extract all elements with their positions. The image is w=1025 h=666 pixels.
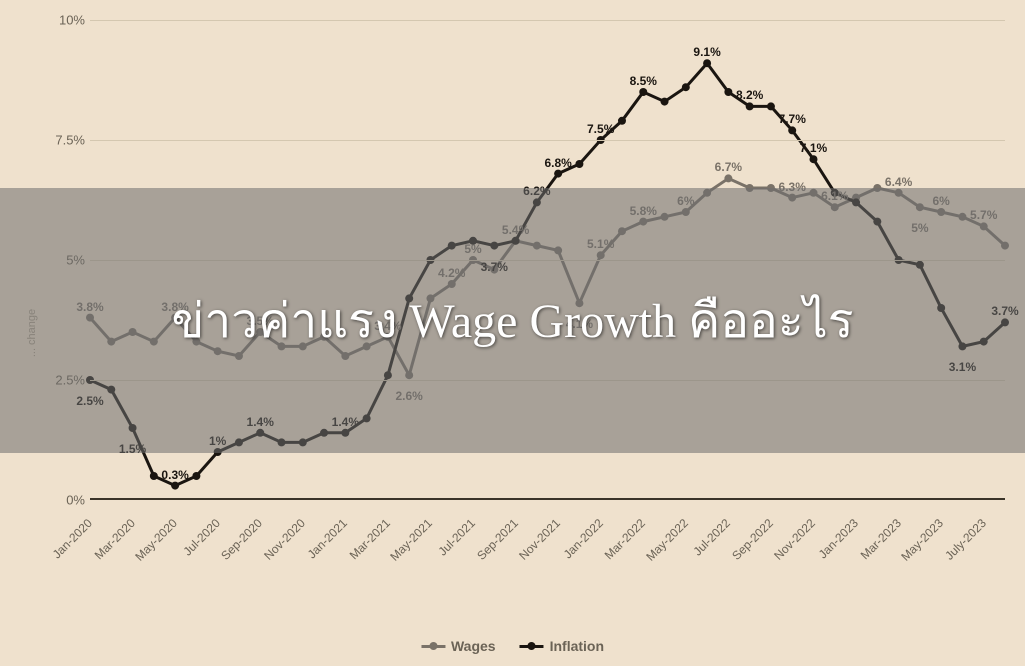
y-tick-label: 7.5% [55, 133, 85, 148]
legend-item: Wages [421, 638, 496, 654]
inflation-marker [809, 155, 817, 163]
inflation-marker [724, 88, 732, 96]
inflation-marker [788, 126, 796, 134]
inflation-marker [150, 472, 158, 480]
inflation-marker [703, 59, 711, 67]
inflation-marker [639, 88, 647, 96]
data-label: 7.7% [779, 112, 806, 126]
legend: Wages Inflation [421, 638, 604, 654]
data-label: 6.8% [544, 156, 571, 170]
inflation-marker [746, 102, 754, 110]
x-tick-label: May-2021 [388, 516, 436, 564]
data-label: 9.1% [693, 45, 720, 59]
gridline [90, 140, 1005, 141]
inflation-marker [661, 98, 669, 106]
inflation-marker [575, 160, 583, 168]
x-tick-label: Jan-2022 [560, 516, 605, 561]
x-tick-label: Nov-2021 [516, 516, 563, 563]
inflation-marker [767, 102, 775, 110]
x-tick-label: Nov-2020 [261, 516, 308, 563]
x-tick-label: May-2022 [643, 516, 691, 564]
data-label: 8.2% [736, 88, 763, 102]
legend-marker [421, 645, 445, 648]
x-tick-label: Jul-2021 [436, 516, 478, 558]
x-tick-label: Sep-2021 [474, 516, 521, 563]
legend-label: Inflation [550, 638, 604, 654]
x-tick-label: July-2023 [942, 516, 989, 563]
title-overlay-text: ข่าวค่าแรง Wage Growth คืออะไร [171, 283, 853, 359]
inflation-marker [554, 170, 562, 178]
data-label: 7.5% [587, 122, 614, 136]
y-tick-label: 10% [59, 13, 85, 28]
x-tick-label: Mar-2021 [347, 516, 393, 562]
data-label: 6.4% [885, 175, 912, 189]
x-tick-label: Mar-2022 [602, 516, 648, 562]
inflation-marker [171, 482, 179, 490]
x-tick-label: Mar-2023 [857, 516, 903, 562]
legend-marker [520, 645, 544, 648]
x-tick-label: Jan-2021 [305, 516, 350, 561]
x-tick-label: Jul-2020 [180, 516, 222, 558]
inflation-marker [192, 472, 200, 480]
x-tick-label: Sep-2022 [729, 516, 776, 563]
y-tick-label: 0% [66, 493, 85, 508]
x-tick-label: Jul-2022 [691, 516, 733, 558]
x-tick-label: Nov-2022 [772, 516, 819, 563]
x-tick-label: Mar-2020 [91, 516, 137, 562]
inflation-marker [618, 117, 626, 125]
legend-item: Inflation [520, 638, 604, 654]
legend-label: Wages [451, 638, 496, 654]
wages-marker [724, 174, 732, 182]
data-label: 6.7% [715, 160, 742, 174]
data-label: 0.3% [161, 468, 188, 482]
x-tick-label: Jan-2020 [50, 516, 95, 561]
gridline [90, 20, 1005, 21]
x-tick-label: Jan-2023 [816, 516, 861, 561]
x-axis-line [90, 498, 1005, 500]
inflation-marker [682, 83, 690, 91]
x-tick-label: May-2023 [898, 516, 946, 564]
data-label: 7.1% [800, 141, 827, 155]
data-label: 8.5% [630, 74, 657, 88]
x-tick-label: Sep-2020 [218, 516, 265, 563]
title-overlay-band: ข่าวค่าแรง Wage Growth คืออะไร [0, 188, 1025, 453]
x-tick-label: May-2020 [132, 516, 180, 564]
